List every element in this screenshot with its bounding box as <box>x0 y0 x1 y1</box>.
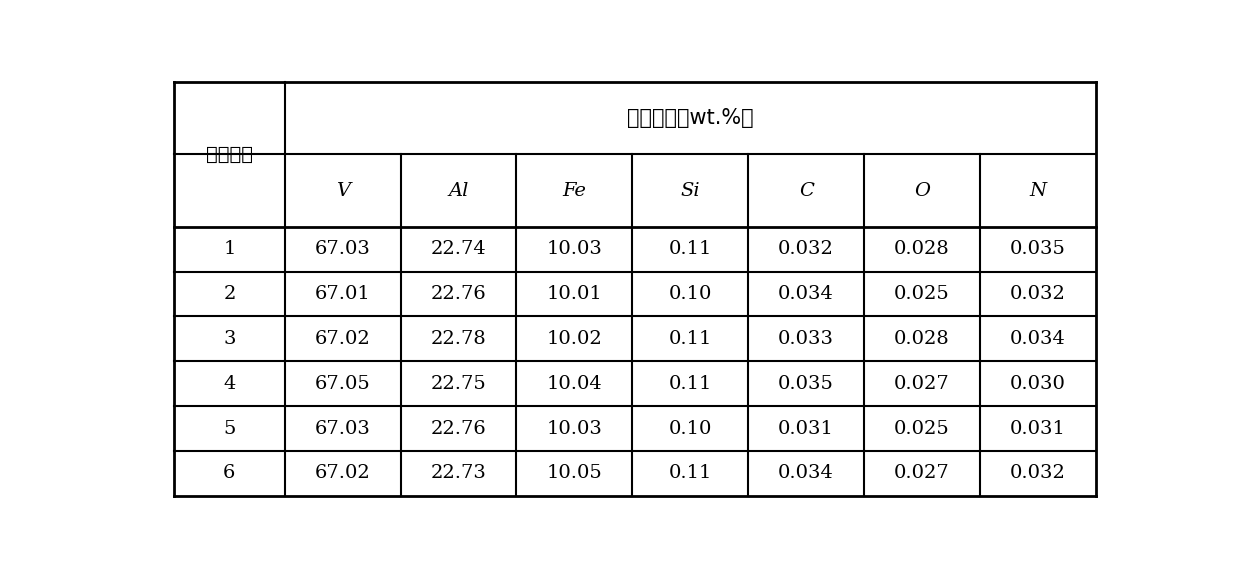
Text: 67.01: 67.01 <box>315 285 370 303</box>
Text: 0.028: 0.028 <box>895 330 950 348</box>
Text: 22.76: 22.76 <box>431 285 487 303</box>
Text: 0.034: 0.034 <box>778 464 834 482</box>
Text: 5: 5 <box>223 420 235 438</box>
Text: 22.78: 22.78 <box>431 330 487 348</box>
Text: 1: 1 <box>223 240 235 258</box>
Text: 0.033: 0.033 <box>778 330 834 348</box>
Text: 10.05: 10.05 <box>546 464 602 482</box>
Text: Al: Al <box>449 181 468 200</box>
Text: C: C <box>799 181 814 200</box>
Text: 0.11: 0.11 <box>669 464 712 482</box>
Text: N: N <box>1030 181 1047 200</box>
Text: 0.035: 0.035 <box>1010 240 1066 258</box>
Text: 0.032: 0.032 <box>1010 464 1066 482</box>
Text: 22.75: 22.75 <box>431 375 487 393</box>
Text: 0.027: 0.027 <box>895 375 950 393</box>
Text: 10.02: 10.02 <box>546 330 602 348</box>
Text: 0.032: 0.032 <box>1010 285 1066 303</box>
Text: 0.030: 0.030 <box>1010 375 1066 393</box>
Text: 67.03: 67.03 <box>315 240 370 258</box>
Text: 0.027: 0.027 <box>895 464 950 482</box>
Text: 67.03: 67.03 <box>315 420 370 438</box>
Text: 10.03: 10.03 <box>546 420 602 438</box>
Text: 22.73: 22.73 <box>431 464 487 482</box>
Text: 0.031: 0.031 <box>778 420 834 438</box>
Text: 6: 6 <box>223 464 235 482</box>
Text: 67.05: 67.05 <box>315 375 370 393</box>
Text: 取点编号: 取点编号 <box>206 145 253 164</box>
Text: 0.034: 0.034 <box>1010 330 1066 348</box>
Text: 4: 4 <box>223 375 235 393</box>
Text: 10.03: 10.03 <box>546 240 602 258</box>
Text: O: O <box>914 181 930 200</box>
Text: 67.02: 67.02 <box>315 464 370 482</box>
Text: 0.034: 0.034 <box>778 285 834 303</box>
Text: 0.025: 0.025 <box>895 285 950 303</box>
Text: 22.74: 22.74 <box>431 240 487 258</box>
Text: 0.025: 0.025 <box>895 420 950 438</box>
Text: 0.10: 0.10 <box>669 420 712 438</box>
Text: 10.04: 10.04 <box>546 375 602 393</box>
Text: 0.035: 0.035 <box>778 375 834 393</box>
Text: 化学成分（wt.%）: 化学成分（wt.%） <box>627 108 753 128</box>
Text: 22.76: 22.76 <box>431 420 487 438</box>
Text: Si: Si <box>680 181 700 200</box>
Text: Fe: Fe <box>563 181 586 200</box>
Text: 0.11: 0.11 <box>669 330 712 348</box>
Text: 67.02: 67.02 <box>315 330 370 348</box>
Text: 0.031: 0.031 <box>1010 420 1066 438</box>
Text: 2: 2 <box>223 285 235 303</box>
Text: 0.11: 0.11 <box>669 240 712 258</box>
Text: 0.11: 0.11 <box>669 375 712 393</box>
Text: 0.028: 0.028 <box>895 240 950 258</box>
Text: 0.032: 0.032 <box>778 240 834 258</box>
Text: 10.01: 10.01 <box>546 285 602 303</box>
Text: 0.10: 0.10 <box>669 285 712 303</box>
Text: V: V <box>336 181 349 200</box>
Text: 3: 3 <box>223 330 235 348</box>
